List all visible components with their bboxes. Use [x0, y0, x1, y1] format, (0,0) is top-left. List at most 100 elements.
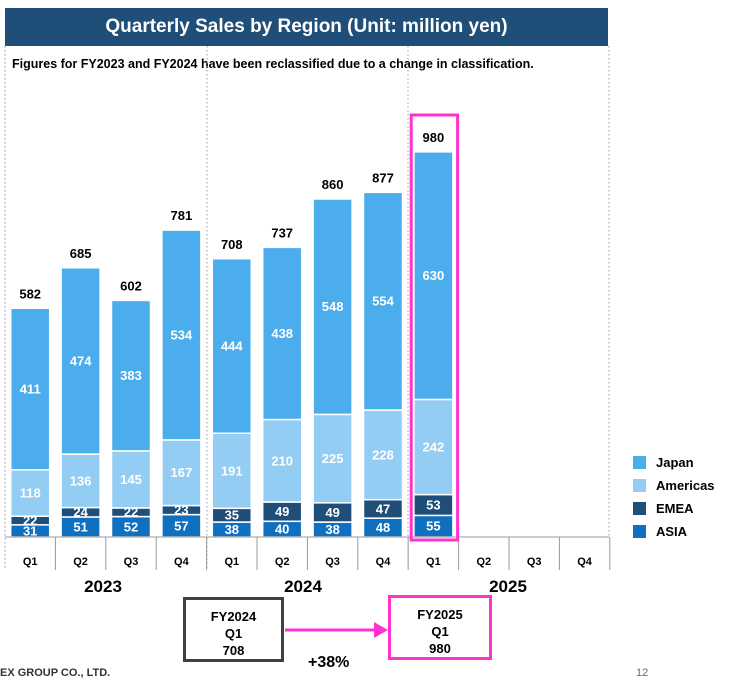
data-label-japan: 411 — [20, 382, 41, 397]
reclassification-note: Figures for FY2023 and FY2024 have been … — [12, 57, 534, 71]
data-label-emea: 53 — [426, 497, 440, 512]
bar-segment-americas — [9, 469, 51, 517]
legend-label: ASIA — [656, 523, 688, 539]
data-label-americas: 145 — [120, 472, 142, 487]
bar-segment-japan — [211, 258, 253, 434]
legend-swatch — [633, 501, 646, 515]
arrow-head — [374, 622, 388, 638]
total-label: 602 — [120, 278, 142, 293]
year-label: 2025 — [489, 577, 527, 596]
tick-label: Q1 — [224, 556, 239, 568]
legend-label: Americas — [656, 477, 715, 493]
bar-segment-americas — [312, 413, 353, 504]
data-label-emea: 49 — [325, 505, 339, 520]
data-label-americas: 167 — [171, 465, 193, 480]
bar-segment-americas — [261, 418, 303, 503]
data-label-japan: 383 — [120, 368, 142, 383]
total-label: 685 — [70, 246, 92, 261]
tick-label: Q3 — [325, 556, 340, 568]
comparison-prev-quarter: Q1 — [224, 626, 243, 641]
year-label: 2023 — [84, 577, 122, 596]
data-label-asia: 38 — [225, 522, 239, 537]
tick-label: Q1 — [426, 556, 441, 568]
bar-segment-japan — [413, 151, 454, 401]
comparison-prev-value: 708 — [222, 643, 245, 658]
tick-label: Q2 — [73, 556, 88, 568]
comparison-curr-quarter: Q1 — [431, 624, 449, 639]
data-label-asia: 57 — [174, 518, 188, 533]
data-label-americas: 225 — [322, 451, 344, 466]
bar-segment-japan — [362, 191, 404, 411]
tick-label: Q1 — [23, 556, 38, 568]
data-label-japan: 630 — [423, 268, 445, 283]
bar-segment-americas — [413, 398, 454, 496]
legend-label: EMEA — [656, 500, 694, 516]
bar-segment-japan — [312, 198, 353, 416]
data-label-asia: 38 — [325, 522, 339, 537]
data-label-americas: 136 — [70, 473, 92, 488]
legend-swatch — [633, 478, 646, 492]
year-label: 2024 — [284, 577, 322, 596]
total-label: 781 — [171, 208, 193, 223]
total-label: 980 — [423, 130, 445, 145]
bar-segment-americas — [110, 450, 152, 509]
data-label-americas: 228 — [372, 447, 394, 462]
data-label-asia: 51 — [73, 519, 87, 534]
page-number: 12 — [636, 667, 649, 679]
tick-label: Q4 — [577, 556, 593, 568]
data-label-asia: 40 — [275, 522, 289, 537]
legend-item-emea: EMEA — [633, 498, 694, 518]
data-label-emea: 47 — [376, 501, 390, 516]
data-label-emea: 49 — [275, 504, 289, 519]
tick-label: Q4 — [174, 556, 190, 568]
bar-segment-japan — [110, 299, 152, 452]
data-label-americas: 191 — [221, 463, 243, 478]
tick-label: Q2 — [476, 556, 491, 568]
total-label: 860 — [322, 177, 344, 192]
tick-label: Q2 — [275, 556, 290, 568]
data-label-americas: 210 — [271, 453, 293, 468]
highlight-box — [409, 113, 460, 542]
data-label-japan: 438 — [271, 326, 293, 341]
comparison-box-fy2025: FY2025 Q1 980 — [388, 595, 492, 660]
bar-segment-japan — [161, 229, 202, 441]
total-label: 737 — [271, 225, 293, 240]
data-label-asia: 55 — [426, 519, 440, 534]
comparison-curr-value: 980 — [429, 641, 451, 656]
data-label-asia: 31 — [23, 523, 37, 538]
comparison-prev-year: FY2024 — [210, 609, 257, 624]
data-label-americas: 242 — [423, 440, 445, 455]
tick-label: Q4 — [376, 556, 392, 568]
bar-segment-americas — [60, 453, 101, 509]
legend-swatch — [633, 524, 646, 538]
tick-label: Q3 — [527, 556, 542, 568]
bar-segment-americas — [161, 439, 202, 507]
comparison-curr-year: FY2025 — [417, 607, 463, 622]
chart-title: Quarterly Sales by Region (Unit: million… — [5, 8, 608, 46]
bar-segment-japan — [9, 307, 51, 471]
data-label-japan: 534 — [171, 327, 193, 342]
data-label-japan: 444 — [221, 339, 243, 354]
data-label-japan: 548 — [322, 299, 344, 314]
data-label-emea: 24 — [73, 505, 88, 520]
legend-label: Japan — [656, 454, 694, 470]
data-label-japan: 474 — [70, 353, 92, 368]
total-label: 877 — [372, 170, 394, 185]
total-label: 708 — [221, 237, 243, 252]
data-label-emea: 23 — [174, 503, 188, 518]
footer-company: EX GROUP CO., LTD. — [0, 667, 111, 679]
growth-rate: +38% — [308, 654, 350, 671]
legend-item-americas: Americas — [633, 475, 715, 495]
tick-label: Q3 — [124, 556, 139, 568]
data-label-asia: 48 — [376, 520, 390, 535]
data-label-asia: 52 — [124, 519, 138, 534]
legend-swatch — [633, 455, 646, 469]
bar-segment-japan — [60, 267, 101, 455]
total-label: 582 — [19, 286, 41, 301]
legend-item-asia: ASIA — [633, 521, 687, 541]
legend-item-japan: Japan — [633, 452, 694, 472]
data-label-japan: 554 — [372, 294, 394, 309]
data-label-americas: 118 — [20, 485, 41, 500]
